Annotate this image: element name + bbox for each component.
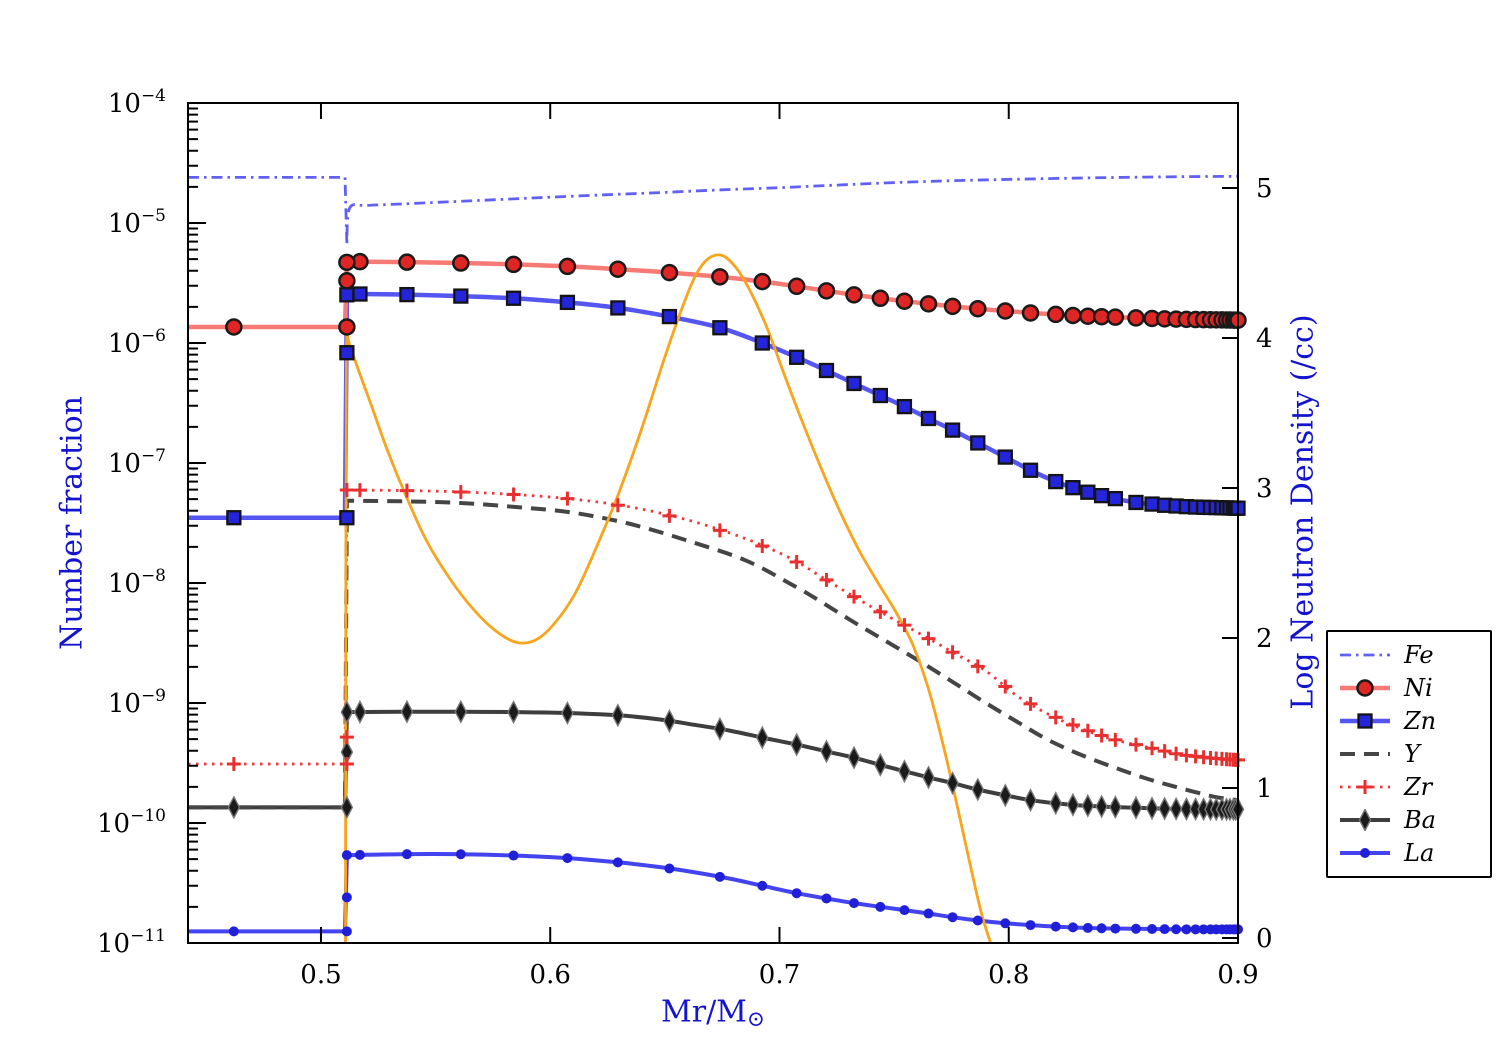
- x-axis-label: Mr/M⊙: [661, 994, 765, 1032]
- nd-line: [344, 253, 992, 943]
- la-legend-sample: [1340, 848, 1390, 859]
- fe-line: [188, 174, 1238, 247]
- legend-item-ba: Ba: [1328, 806, 1490, 834]
- legend-item-y: Y: [1328, 740, 1490, 768]
- ba-markers: [227, 699, 1245, 822]
- zn-legend-sample: [1340, 713, 1390, 729]
- legend: Fe Ni Zn Y Zr Ba La: [1326, 630, 1492, 878]
- tick-labels: 0.5 0.6 0.7 0.8 0.9 10−4 10−5 10−6 10−7 10−8 10−9 1…: [97, 86, 1273, 990]
- ba-legend-sample: [1340, 809, 1390, 832]
- la-markers: [228, 849, 1243, 937]
- y-left-tick-label: 10−4: [108, 86, 166, 119]
- y-left-tick-label: 10−8: [108, 566, 166, 599]
- x-tick-label: 0.8: [988, 960, 1029, 990]
- y-right-tick-label: 5: [1256, 174, 1273, 204]
- y-right-tick-label: 3: [1256, 474, 1273, 504]
- legend-label: Ni: [1404, 673, 1433, 702]
- y-left-tick-label: 10−5: [108, 206, 166, 239]
- zr-legend-sample: [1340, 780, 1390, 795]
- legend-label: Y: [1404, 739, 1420, 768]
- y-left-tick-label: 10−9: [108, 686, 166, 719]
- legend-item-fe: Fe: [1328, 641, 1490, 669]
- fe-legend-sample: [1340, 653, 1390, 656]
- sun-symbol: ⊙: [746, 1006, 765, 1032]
- marker-layer: [225, 252, 1247, 937]
- ticks: [188, 102, 1239, 944]
- legend-label: Fe: [1404, 640, 1434, 669]
- legend-label: Ba: [1404, 806, 1436, 835]
- y-right-tick-label: 1: [1256, 774, 1273, 804]
- y-right-tick-label: 2: [1256, 624, 1273, 654]
- legend-item-zr: Zr: [1328, 773, 1490, 801]
- y-left-tick-label: 10−6: [108, 326, 166, 359]
- x-tick-label: 0.9: [1217, 960, 1258, 990]
- y-axis-label-right: Log Neutron Density (/cc): [1285, 314, 1321, 710]
- y-left-tick-label: 10−11: [97, 926, 166, 959]
- legend-label: La: [1404, 839, 1435, 868]
- legend-item-zn: Zn: [1328, 707, 1490, 735]
- legend-item-ni: Ni: [1328, 674, 1490, 702]
- y-right-tick-label: 4: [1256, 324, 1273, 354]
- y-left-tick-label: 10−10: [97, 806, 166, 839]
- x-tick-label: 0.6: [530, 960, 571, 990]
- zn-markers: [226, 286, 1246, 526]
- y-right-tick-label: 0: [1256, 924, 1273, 954]
- x-tick-label: 0.5: [300, 960, 341, 990]
- zr-markers: [226, 483, 1245, 772]
- ni-legend-sample: [1340, 678, 1390, 697]
- x-axis-label-text: Mr/M: [661, 994, 747, 1030]
- legend-label: Zn: [1404, 706, 1437, 735]
- ni-markers: [225, 252, 1247, 336]
- y-line: [188, 498, 1238, 810]
- y-axis-label-left: Number fraction: [54, 395, 90, 651]
- x-tick-label: 0.7: [759, 960, 800, 990]
- legend-item-la: La: [1328, 839, 1490, 867]
- y-legend-sample: [1340, 751, 1390, 756]
- y-left-tick-label: 10−7: [108, 446, 166, 479]
- legend-label: Zr: [1404, 773, 1433, 802]
- plot-frame: [187, 102, 1239, 944]
